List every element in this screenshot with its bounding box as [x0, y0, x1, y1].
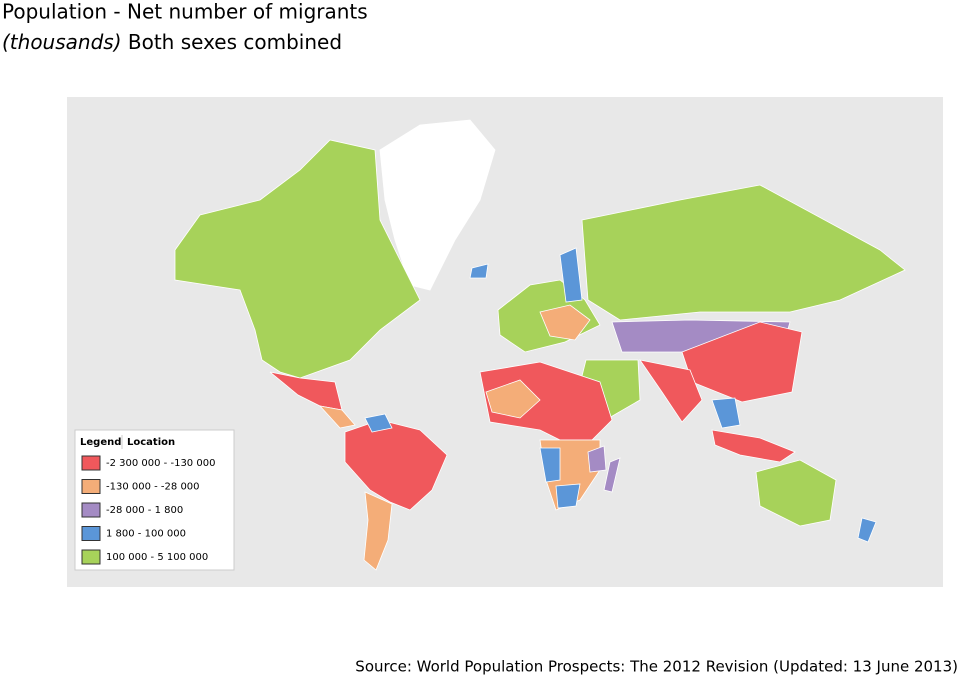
legend-box: [74, 429, 235, 571]
legend-tab: Location: [127, 437, 175, 448]
russia: [581, 184, 906, 321]
iceland: [469, 263, 489, 279]
legend-swatch: [81, 526, 101, 541]
legend-title: Legend: [80, 437, 121, 448]
subtitle-unit: (thousands): [2, 30, 122, 54]
legend-swatch: [81, 479, 101, 494]
map-shapes: [174, 119, 906, 571]
subtitle: (thousands) Both sexes combined: [2, 30, 342, 54]
venezuela: [364, 413, 393, 433]
congo: [539, 447, 561, 483]
south-asia: [639, 359, 703, 423]
australia: [755, 459, 837, 527]
legend-label: 1 800 - 100 000: [106, 529, 186, 540]
legend-swatch: [81, 455, 101, 471]
subtitle-text: Both sexes combined: [128, 30, 342, 54]
west-africa: [485, 379, 541, 419]
greenland: [379, 119, 496, 291]
indonesia: [711, 429, 796, 463]
legend-label: -2 300 000 - -130 000: [106, 458, 215, 469]
madagascar: [603, 457, 621, 493]
east-africa: [587, 445, 607, 473]
legend-swatch: [81, 549, 101, 565]
southeast-asia: [711, 397, 741, 429]
legend-label: -130 000 - -28 000: [106, 482, 200, 493]
source: Source: World Population Prospects: The …: [355, 658, 958, 676]
east-europe: [539, 304, 591, 341]
central-america: [318, 405, 356, 429]
south-america-north: [344, 419, 448, 511]
scandinavia: [559, 247, 583, 303]
title: Population - Net number of migrants: [2, 0, 368, 24]
south-america-south: [363, 491, 393, 571]
new-zealand: [857, 517, 877, 543]
southern-africa: [555, 483, 581, 509]
legend: Legend Location -2 300 000 - -130 000 -13…: [74, 429, 235, 571]
north-america: [174, 139, 421, 379]
legend-swatch: [81, 502, 101, 518]
legend-label: 100 000 - 5 100 000: [106, 552, 208, 563]
legend-label: -28 000 - 1 800: [106, 505, 183, 516]
